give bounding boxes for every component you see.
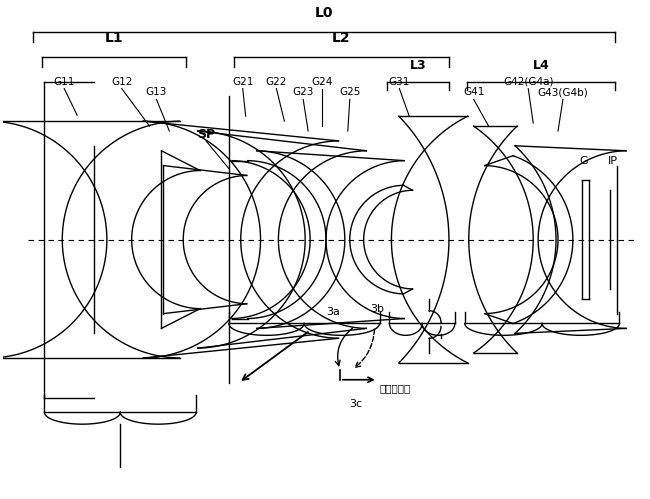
Text: G42(G4a): G42(G4a)	[503, 77, 554, 87]
Text: G13: G13	[146, 87, 167, 97]
Text: G23: G23	[292, 87, 314, 97]
Text: G21: G21	[232, 77, 254, 87]
Text: 3b: 3b	[370, 303, 385, 313]
Text: L0: L0	[315, 6, 333, 20]
Text: G22: G22	[266, 77, 287, 87]
Text: G: G	[579, 156, 588, 166]
Text: G12: G12	[111, 77, 133, 87]
Text: IP: IP	[608, 156, 617, 166]
Text: G43(G4b): G43(G4b)	[538, 87, 588, 97]
Text: SP: SP	[197, 128, 215, 141]
Text: L1: L1	[105, 31, 123, 45]
Text: フォーカス: フォーカス	[380, 383, 411, 393]
Text: G11: G11	[53, 77, 75, 87]
Text: G25: G25	[339, 87, 361, 97]
Text: 3a: 3a	[326, 306, 340, 316]
Text: 3c: 3c	[349, 400, 362, 410]
Text: G41: G41	[463, 87, 484, 97]
Text: G31: G31	[389, 77, 410, 87]
Text: G24: G24	[311, 77, 333, 87]
Text: L2: L2	[332, 31, 350, 45]
Text: L4: L4	[533, 59, 549, 72]
Text: L3: L3	[410, 59, 426, 72]
